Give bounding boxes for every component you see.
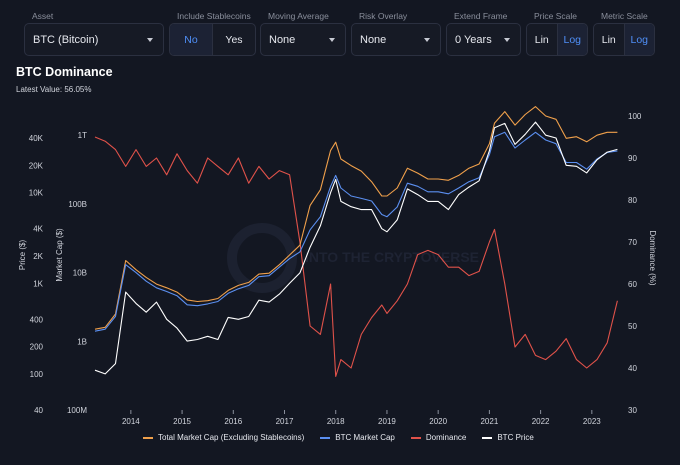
- price-scale-label: Price Scale: [534, 11, 577, 21]
- price-scale-lin-button[interactable]: Lin: [534, 33, 549, 46]
- moving-average-control: Moving Average None: [260, 10, 346, 56]
- dominance-axis-tick-label: 50: [628, 322, 637, 331]
- x-axis-tick-label: 2022: [532, 417, 550, 426]
- price-axis-tick-label: 2K: [33, 252, 43, 261]
- dominance-axis-tick-label: 70: [628, 238, 637, 247]
- market-cap-axis-tick-label: 1T: [78, 131, 87, 140]
- legend-total-market-cap[interactable]: Total Market Cap (Excluding Stablecoins): [143, 433, 304, 442]
- asset-control: Asset BTC (Bitcoin): [24, 10, 164, 56]
- price-scale-log-button[interactable]: Log: [556, 24, 587, 55]
- metric-scale-log-button[interactable]: Log: [623, 24, 654, 55]
- metric-scale-label: Metric Scale: [601, 11, 648, 21]
- x-axis-tick-label: 2018: [327, 417, 345, 426]
- extend-frame-select[interactable]: 0 Years: [446, 23, 521, 56]
- total-market-cap-line: [94, 106, 618, 330]
- extend-frame-control: Extend Frame 0 Years: [446, 10, 521, 56]
- risk-overlay-label: Risk Overlay: [359, 11, 408, 21]
- chart-title: BTC Dominance: [16, 65, 113, 79]
- dominance-axis-tick-label: 100: [628, 112, 642, 121]
- risk-overlay-control: Risk Overlay None: [351, 10, 441, 56]
- x-axis-tick-label: 2016: [224, 417, 242, 426]
- legend-label: BTC Market Cap: [335, 433, 395, 442]
- chevron-down-icon: [147, 37, 153, 42]
- legend-dominance[interactable]: Dominance: [410, 433, 467, 442]
- metric-scale-control: Metric Scale Lin Log: [593, 10, 655, 56]
- price-axis-tick-label: 1K: [33, 279, 43, 288]
- price-axis-tick-label: 400: [30, 315, 44, 324]
- legend-swatch: [482, 436, 493, 439]
- btc-market-cap-line: [94, 131, 618, 332]
- dominance-axis-tick-label: 80: [628, 196, 637, 205]
- legend-label: Dominance: [425, 433, 467, 442]
- dominance-line: [94, 136, 618, 377]
- price-axis-tick-label: 40K: [29, 134, 44, 143]
- price-scale-control: Price Scale Lin Log: [526, 10, 588, 56]
- legend-swatch: [143, 436, 153, 439]
- legend-label: Total Market Cap (Excluding Stablecoins): [158, 433, 305, 442]
- stablecoins-toggle: No Yes: [169, 23, 256, 56]
- chart-subtitle: Latest Value: 56.05%: [16, 85, 92, 94]
- dominance-axis-label: Dominance (%): [648, 230, 657, 285]
- moving-average-value: None: [269, 33, 296, 46]
- legend-btc-market-cap[interactable]: BTC Market Cap: [320, 433, 395, 442]
- dominance-axis-tick-label: 90: [628, 154, 637, 163]
- legend-swatch: [410, 436, 421, 439]
- legend-btc-price[interactable]: BTC Price: [482, 433, 534, 442]
- dominance-axis-tick-label: 40: [628, 364, 637, 373]
- market-cap-axis-tick-label: 100B: [68, 200, 87, 209]
- x-axis-tick-label: 2015: [173, 417, 191, 426]
- market-cap-axis-tick-label: 1B: [77, 337, 87, 346]
- watermark: INTO THE CRYPTOVERSE: [227, 223, 479, 293]
- asset-value: BTC (Bitcoin): [33, 33, 99, 46]
- legend-swatch: [320, 436, 331, 439]
- asset-label: Asset: [32, 11, 54, 21]
- x-axis-tick-label: 2020: [429, 417, 447, 426]
- price-axis-tick-label: 100: [30, 370, 44, 379]
- market-cap-axis-label: Market Cap ($): [55, 228, 64, 282]
- price-axis-tick-label: 10K: [29, 189, 44, 198]
- stablecoins-label: Include Stablecoins: [177, 11, 251, 21]
- chevron-down-icon: [424, 37, 430, 42]
- market-cap-axis-tick-label: 100M: [67, 406, 87, 415]
- chevron-down-icon: [504, 37, 510, 42]
- price-axis-tick-label: 20K: [29, 161, 44, 170]
- stablecoins-control: Include Stablecoins No Yes: [169, 10, 256, 56]
- x-axis-tick-label: 2017: [276, 417, 294, 426]
- risk-overlay-select[interactable]: None: [351, 23, 441, 56]
- watermark-text: INTO THE CRYPTOVERSE: [305, 249, 479, 265]
- btc-price-line: [94, 121, 618, 375]
- extend-frame-value: 0 Years: [455, 33, 492, 46]
- extend-frame-label: Extend Frame: [454, 11, 508, 21]
- price-axis-tick-label: 200: [30, 343, 44, 352]
- moving-average-select[interactable]: None: [260, 23, 346, 56]
- metric-scale-toggle: Lin Log: [593, 23, 655, 56]
- chart-legend: Total Market Cap (Excluding Stablecoins)…: [143, 433, 534, 442]
- x-axis-tick-label: 2021: [480, 417, 498, 426]
- watermark-logo-icon: [227, 223, 297, 293]
- legend-label: BTC Price: [497, 433, 534, 442]
- x-axis-tick-label: 2014: [122, 417, 140, 426]
- risk-overlay-value: None: [360, 33, 387, 46]
- price-axis-tick-label: 40: [34, 406, 43, 415]
- price-axis-tick-label: 4K: [33, 225, 43, 234]
- dominance-axis-tick-label: 60: [628, 280, 637, 289]
- x-axis-tick-label: 2019: [378, 417, 396, 426]
- dominance-axis-tick-label: 30: [628, 406, 637, 415]
- metric-scale-lin-button[interactable]: Lin: [601, 33, 616, 46]
- x-axis-tick-label: 2023: [583, 417, 601, 426]
- moving-average-label: Moving Average: [268, 11, 329, 21]
- market-cap-axis-tick-label: 10B: [73, 269, 87, 278]
- stablecoins-no-button[interactable]: No: [170, 24, 212, 55]
- asset-select[interactable]: BTC (Bitcoin): [24, 23, 164, 56]
- price-axis-label: Price ($): [18, 240, 27, 271]
- stablecoins-yes-button[interactable]: Yes: [212, 24, 255, 55]
- chevron-down-icon: [329, 37, 335, 42]
- price-scale-toggle: Lin Log: [526, 23, 588, 56]
